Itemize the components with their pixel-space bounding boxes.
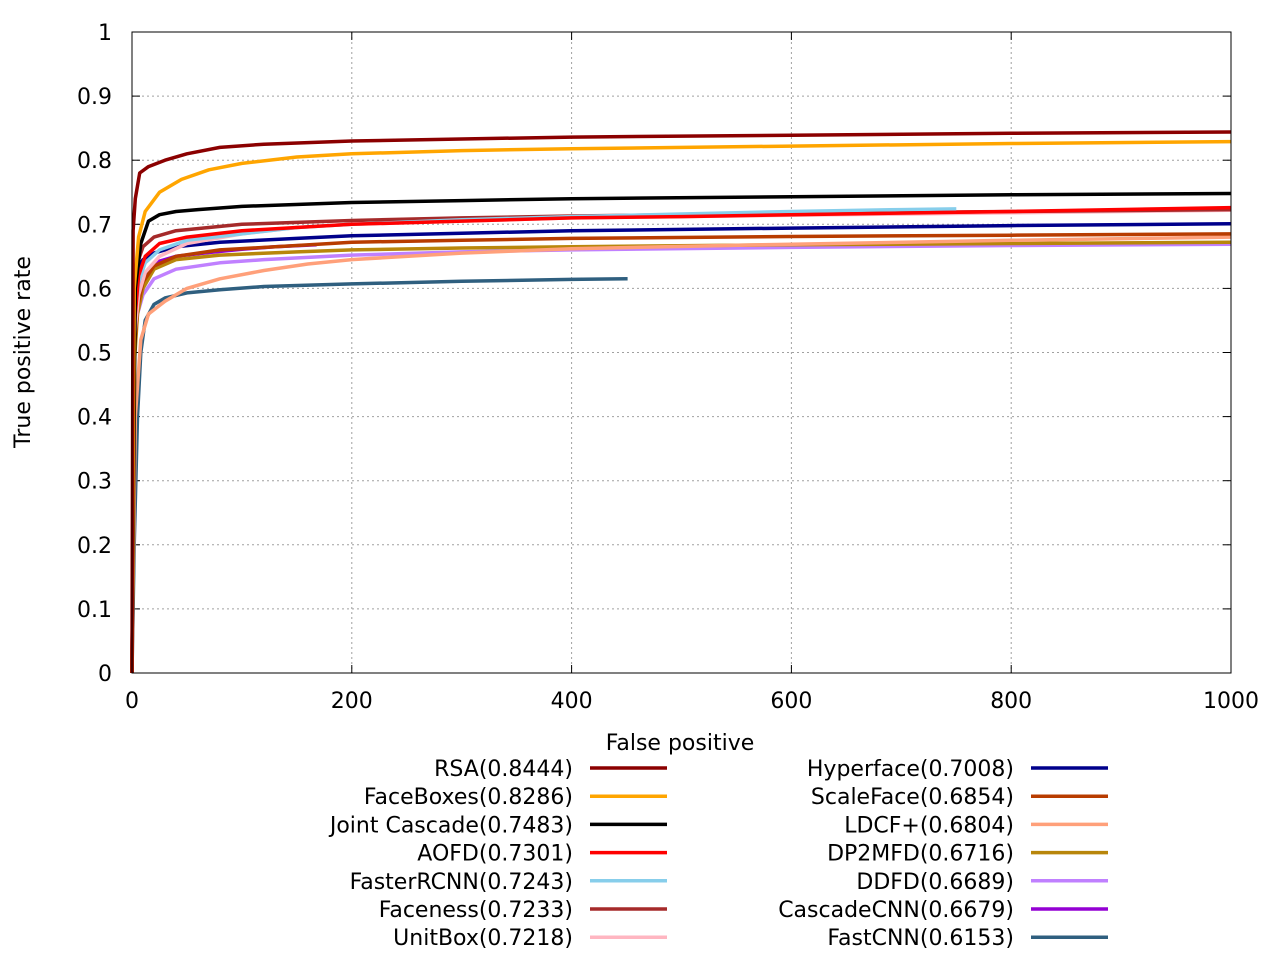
y-tick-label: 0.1 xyxy=(77,598,112,623)
legend-label: UnitBox(0.7218) xyxy=(393,926,573,951)
y-tick-label: 0.7 xyxy=(77,213,112,238)
series-line-2 xyxy=(130,191,1232,674)
legend-label: FasterRCNN(0.7243) xyxy=(350,870,573,895)
y-axis-title: True positive rate xyxy=(11,256,36,449)
axis-ticks xyxy=(131,31,1232,674)
legend-label: FastCNN(0.6153) xyxy=(827,926,1014,951)
legend-label: DP2MFD(0.6716) xyxy=(827,842,1014,867)
x-tick-label: 1000 xyxy=(1203,689,1259,714)
legend-label: FaceBoxes(0.8286) xyxy=(364,785,573,810)
y-tick-label: 0.4 xyxy=(77,406,112,431)
y-tick-label: 0.8 xyxy=(77,149,112,174)
y-tick-label: 0.6 xyxy=(77,277,112,302)
series-lines xyxy=(130,130,1232,674)
y-tick-label: 0 xyxy=(98,662,112,687)
series-line-9 xyxy=(130,235,1232,674)
legend-label: ScaleFace(0.6854) xyxy=(811,785,1014,810)
series-line-0 xyxy=(130,130,1232,674)
y-tick-label: 0.5 xyxy=(77,342,112,367)
legend-label: Joint Cascade(0.7483) xyxy=(328,813,573,838)
y-tick-label: 0.2 xyxy=(77,534,112,559)
series-line-7 xyxy=(130,221,1232,674)
series-line-10 xyxy=(130,240,1232,674)
y-tick-label: 0.3 xyxy=(77,470,112,495)
series-line-1 xyxy=(130,139,1232,674)
x-tick-label: 800 xyxy=(990,689,1032,714)
series-line-13 xyxy=(130,277,628,674)
legend-label: Hyperface(0.7008) xyxy=(807,757,1014,782)
legend-label: RSA(0.8444) xyxy=(434,757,573,782)
legend-label: LDCF+(0.6804) xyxy=(844,813,1014,838)
legend-label: AOFD(0.7301) xyxy=(417,842,573,867)
x-tick-label: 400 xyxy=(551,689,593,714)
x-tick-label: 600 xyxy=(770,689,812,714)
series-line-6 xyxy=(130,208,1232,674)
legend-label: DDFD(0.6689) xyxy=(856,870,1014,895)
plot-frame xyxy=(131,31,1232,674)
tick-labels: 0 200 400 600 800 1000 0 0.1 0.2 0.3 0.4 0.5 0.6 0.7 0… xyxy=(77,21,1259,714)
legend-label: Faceness(0.7233) xyxy=(379,898,573,923)
y-tick-label: 0.9 xyxy=(77,85,112,110)
series-line-3 xyxy=(130,205,1232,674)
grid xyxy=(132,32,1231,673)
series-line-11 xyxy=(130,242,1232,674)
legend: RSA(0.8444) FaceBoxes(0.8286) Joint Cascad… xyxy=(328,757,1108,951)
legend-label: CascadeCNN(0.6679) xyxy=(778,898,1014,923)
x-axis-title: False positive xyxy=(606,731,755,756)
series-line-5 xyxy=(130,207,1232,674)
x-tick-label: 200 xyxy=(331,689,373,714)
x-tick-label: 0 xyxy=(125,689,139,714)
y-tick-label: 1 xyxy=(98,21,112,46)
series-line-8 xyxy=(130,232,1232,674)
